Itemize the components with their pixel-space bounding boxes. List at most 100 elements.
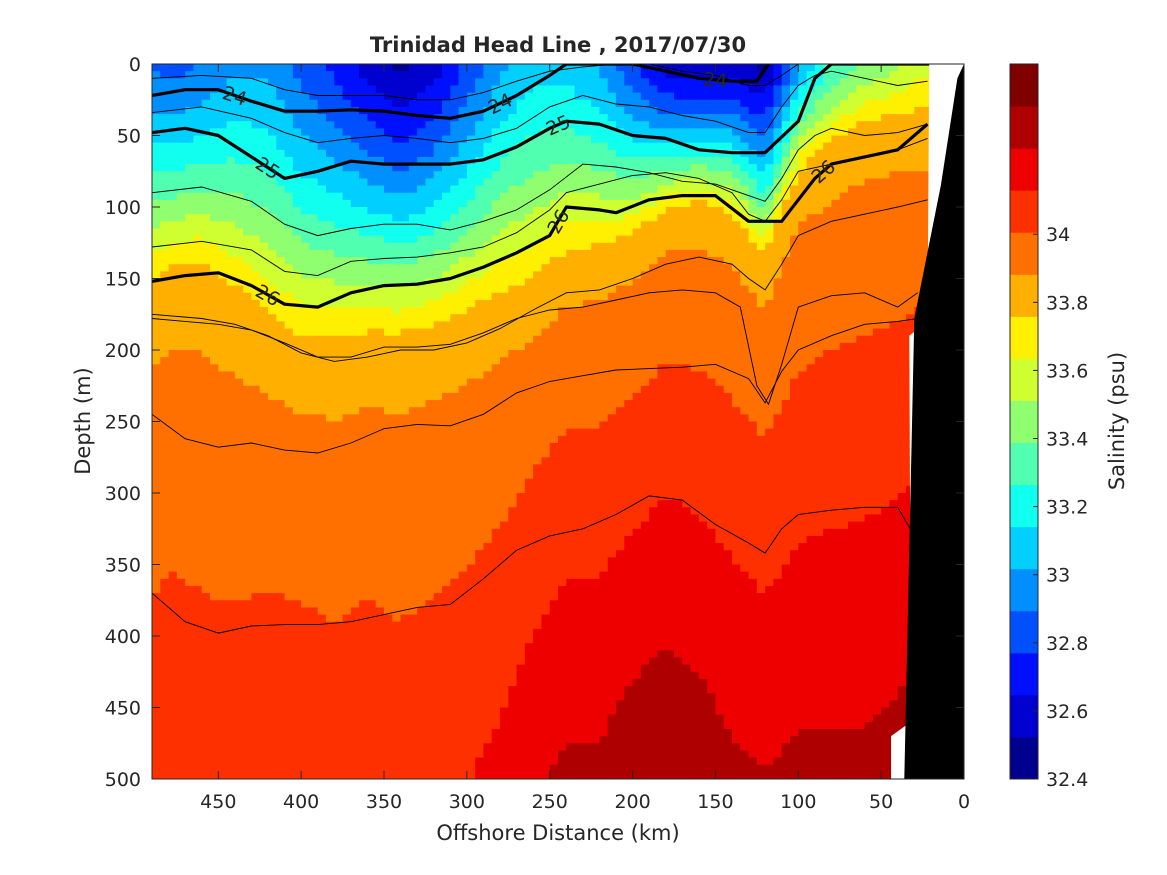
salinity-cell xyxy=(243,128,253,137)
salinity-cell xyxy=(442,371,451,380)
salinity-cell xyxy=(317,328,327,337)
salinity-cell xyxy=(425,350,435,358)
salinity-cell xyxy=(384,571,393,580)
salinity-cell xyxy=(276,328,286,337)
salinity-cell xyxy=(541,328,551,337)
salinity-cell xyxy=(384,307,393,315)
salinity-cell xyxy=(549,421,559,430)
salinity-cell xyxy=(176,557,186,566)
salinity-cell xyxy=(152,149,161,158)
salinity-cell xyxy=(259,114,269,122)
salinity-cell xyxy=(516,450,526,458)
salinity-cell xyxy=(375,178,385,187)
salinity-cell xyxy=(549,557,559,566)
salinity-cell xyxy=(251,707,261,716)
salinity-cell xyxy=(491,385,501,394)
salinity-cell xyxy=(317,543,327,551)
salinity-cell xyxy=(549,507,559,516)
salinity-cell xyxy=(466,185,476,194)
salinity-cell xyxy=(276,385,286,394)
salinity-cell xyxy=(218,149,228,158)
salinity-cell xyxy=(292,614,302,623)
salinity-cell xyxy=(284,471,294,480)
salinity-cell xyxy=(425,693,435,701)
salinity-cell xyxy=(417,521,427,530)
salinity-cell xyxy=(558,621,567,630)
salinity-cell xyxy=(317,643,327,651)
salinity-cell xyxy=(475,621,485,630)
salinity-cell xyxy=(400,385,410,394)
salinity-cell xyxy=(458,693,468,701)
salinity-cell xyxy=(160,500,170,508)
salinity-cell xyxy=(276,535,286,544)
salinity-cell xyxy=(152,285,161,294)
salinity-cell xyxy=(317,607,327,616)
salinity-cell xyxy=(466,64,476,72)
salinity-cell xyxy=(301,314,311,322)
salinity-cell xyxy=(417,636,427,644)
salinity-cell xyxy=(218,614,228,623)
salinity-cell xyxy=(541,121,551,129)
salinity-cell xyxy=(450,328,460,337)
salinity-cell xyxy=(508,285,518,294)
salinity-cell xyxy=(185,707,195,716)
salinity-cell xyxy=(243,593,253,601)
salinity-cell xyxy=(268,442,277,451)
salinity-cell xyxy=(408,264,418,272)
salinity-cell xyxy=(466,771,476,779)
salinity-cell xyxy=(243,750,253,759)
salinity-cell xyxy=(243,714,253,723)
salinity-cell xyxy=(508,171,518,179)
salinity-cell xyxy=(210,714,219,723)
salinity-cell xyxy=(541,178,551,187)
salinity-cell xyxy=(508,392,518,401)
salinity-cell xyxy=(218,228,228,237)
salinity-cell xyxy=(317,535,327,544)
salinity-cell xyxy=(350,643,360,651)
salinity-cell xyxy=(508,321,518,330)
salinity-cell xyxy=(425,471,435,480)
salinity-cell xyxy=(210,585,219,594)
salinity-cell xyxy=(326,142,335,151)
salinity-cell xyxy=(500,385,509,394)
salinity-cell xyxy=(168,214,178,222)
salinity-cell xyxy=(500,535,509,544)
salinity-cell xyxy=(160,728,170,737)
salinity-cell xyxy=(558,171,567,179)
salinity-cell xyxy=(491,192,501,201)
salinity-cell xyxy=(168,507,178,516)
salinity-cell xyxy=(558,78,567,87)
salinity-cell xyxy=(326,149,335,158)
salinity-cell xyxy=(292,414,302,423)
salinity-cell xyxy=(317,192,327,201)
salinity-cell xyxy=(185,142,195,151)
salinity-cell xyxy=(442,628,451,637)
salinity-cell xyxy=(160,156,170,165)
salinity-cell xyxy=(533,507,543,516)
salinity-cell xyxy=(350,478,360,487)
salinity-cell xyxy=(533,771,543,779)
salinity-cell xyxy=(533,678,543,687)
salinity-cell xyxy=(251,607,261,616)
salinity-cell xyxy=(168,414,178,423)
salinity-cell xyxy=(408,514,418,523)
salinity-cell xyxy=(342,235,352,244)
salinity-cell xyxy=(234,750,244,759)
salinity-cell xyxy=(458,421,468,430)
salinity-cell xyxy=(475,721,485,730)
salinity-cell xyxy=(375,493,385,501)
salinity-cell xyxy=(326,214,335,222)
salinity-cell xyxy=(309,543,319,551)
salinity-cell xyxy=(259,750,269,759)
salinity-cell xyxy=(309,728,319,737)
salinity-cell xyxy=(367,450,377,458)
salinity-cell xyxy=(400,693,410,701)
salinity-cell xyxy=(508,214,518,222)
salinity-cell xyxy=(334,350,344,358)
salinity-cell xyxy=(251,314,261,322)
salinity-cell xyxy=(176,71,186,79)
salinity-cell xyxy=(475,671,485,680)
salinity-cell xyxy=(450,550,460,558)
salinity-cell xyxy=(226,764,236,773)
salinity-cell xyxy=(334,64,344,72)
